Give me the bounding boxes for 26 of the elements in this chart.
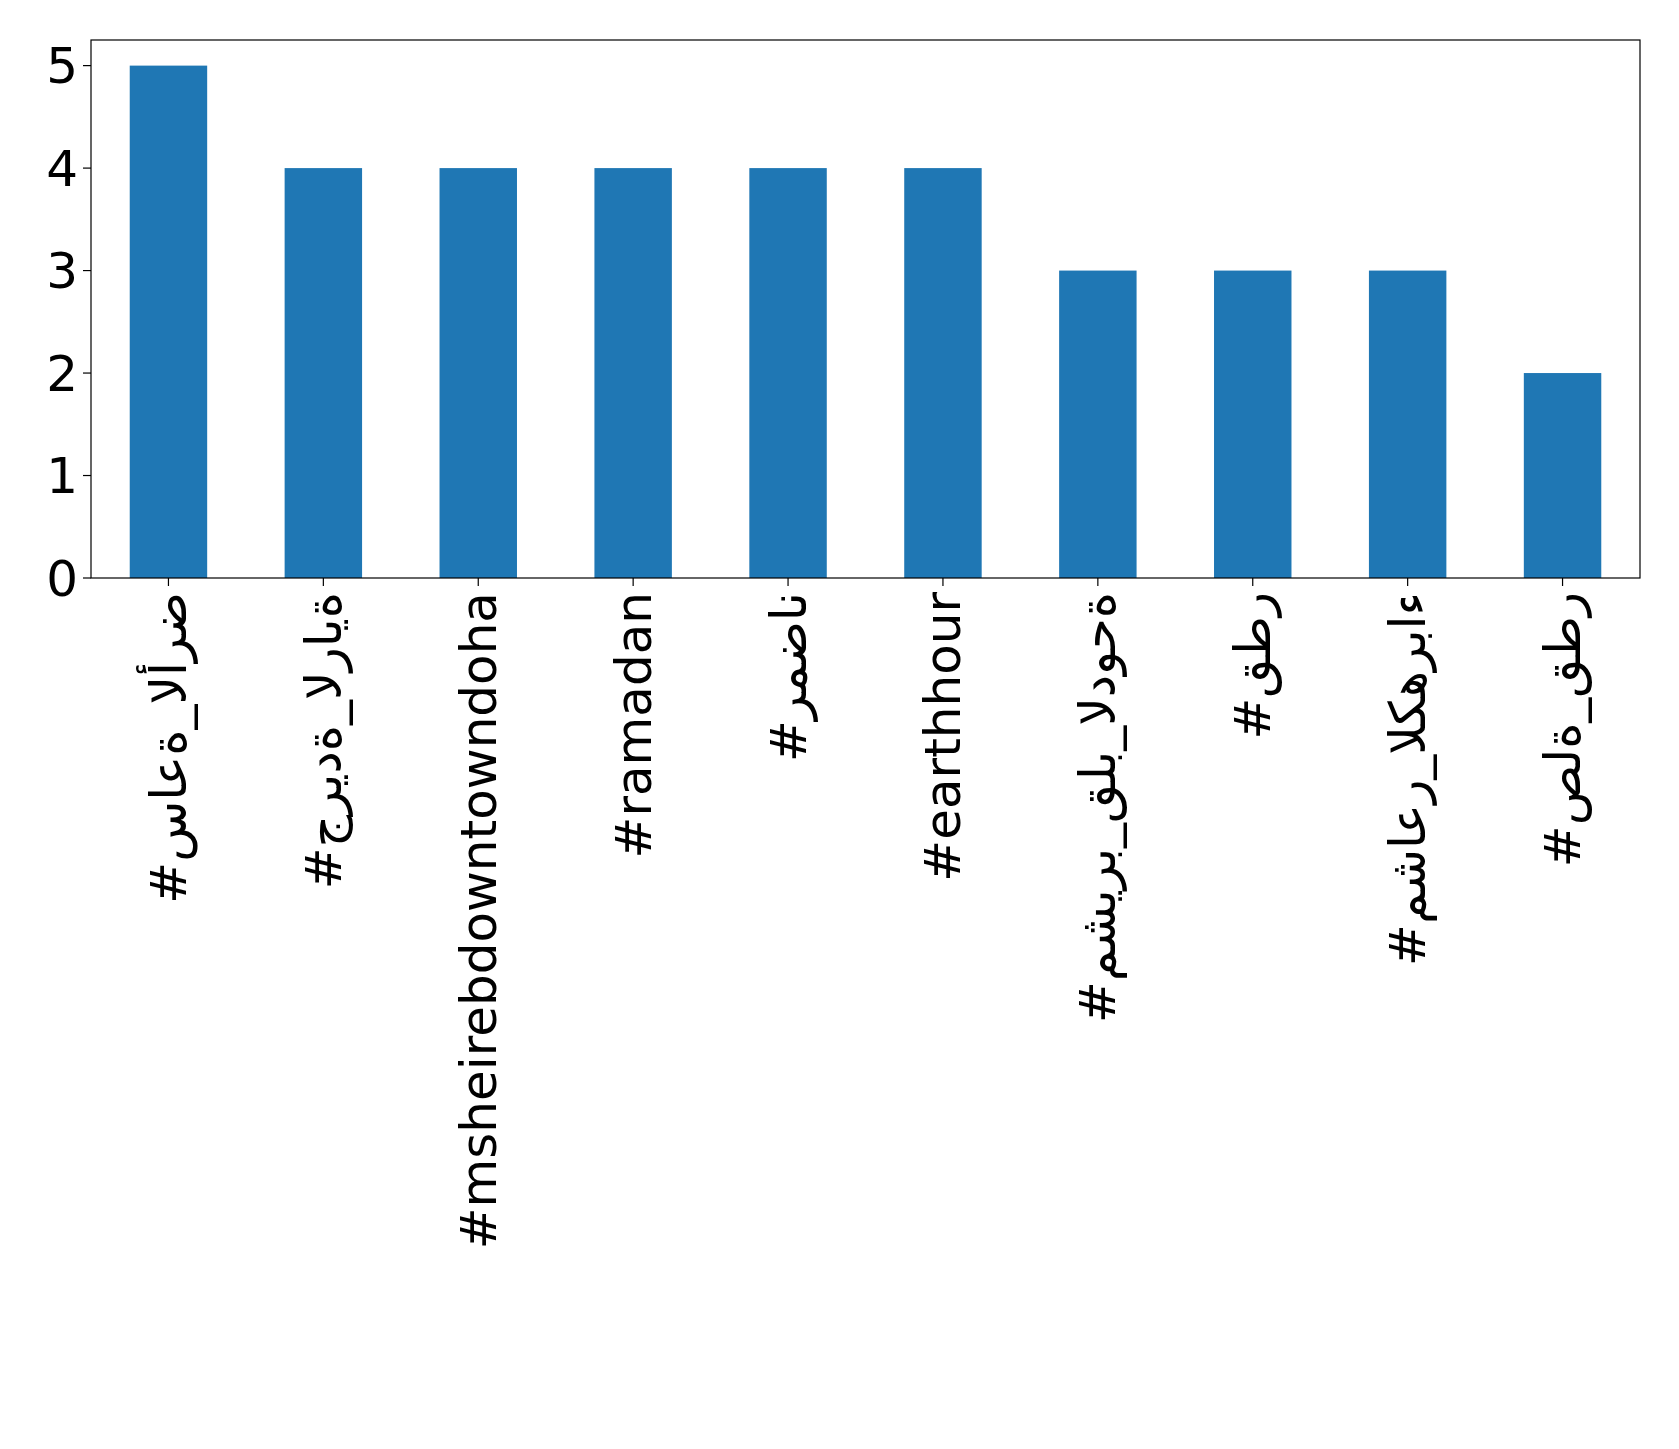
bar (129, 65, 208, 578)
bar (1368, 270, 1447, 578)
y-tick-label: 5 (46, 37, 78, 96)
x-tick-label: #رمضان (759, 592, 818, 762)
bar (439, 168, 517, 578)
x-tick-label: #قطر (1224, 592, 1283, 740)
bar (1059, 270, 1137, 578)
y-tick-label: 4 (46, 139, 78, 198)
bar (749, 168, 827, 578)
bar (1214, 270, 1292, 578)
y-tick-label: 2 (46, 344, 78, 403)
x-tick-label: #msheirebdowntowndoha (449, 592, 508, 1250)
bar (284, 168, 363, 578)
bar (1523, 373, 1602, 578)
y-tick-label: 3 (46, 242, 78, 301)
bar (904, 168, 982, 578)
x-tick-label: #مشيرب_قلب_الدوحة (1069, 592, 1128, 1024)
x-tick-label: #ramadan (604, 592, 663, 859)
x-tick-label: #مشاعر_الكهرباء (1379, 592, 1438, 966)
x-tick-label: #earthhour (914, 591, 973, 882)
x-tick-label: #صلة_قطر (1534, 592, 1593, 868)
y-tick-label: 1 (46, 447, 78, 506)
bar (594, 168, 672, 578)
x-tick-label: #جريدة_الراية (294, 592, 353, 890)
x-tick-label: #ساعة_الأرض (135, 592, 198, 904)
y-tick-label: 0 (46, 549, 78, 608)
